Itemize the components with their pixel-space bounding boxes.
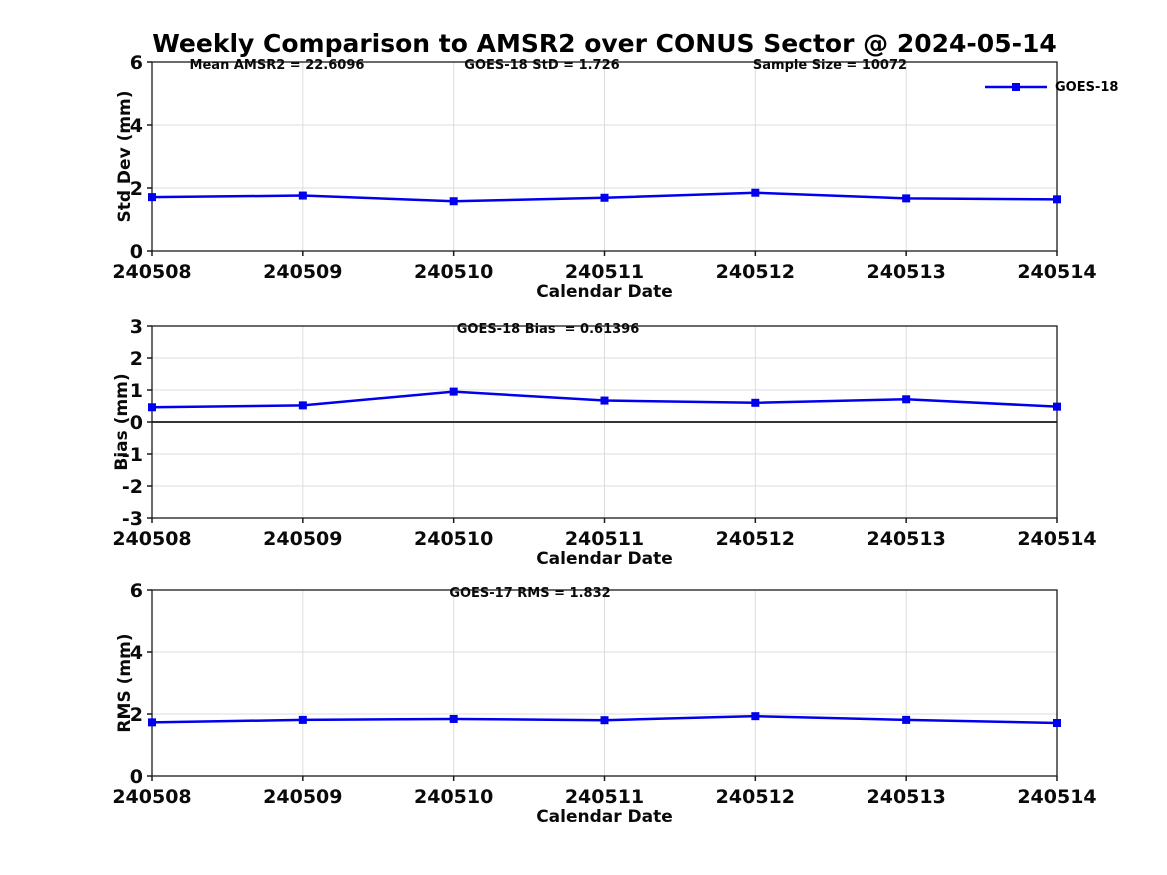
data-point-marker	[902, 715, 911, 724]
x-tick-label: 240511	[565, 261, 644, 283]
data-point-marker	[1053, 402, 1061, 411]
legend: GOES-18	[983, 79, 1118, 95]
x-tick-label: 240513	[867, 528, 946, 550]
y-tick-label: 1	[130, 380, 143, 402]
data-point-marker	[298, 401, 307, 410]
y-tick-label: 6	[130, 580, 143, 602]
stddev-chart-plot: 240508 240509 240510 240511 240512 240513 2405…	[112, 52, 1096, 302]
y-tick-label: -2	[122, 476, 143, 498]
page-title: Weekly Comparison to AMSR2 over CONUS Se…	[152, 29, 1057, 58]
x-tick-label: 240508	[112, 528, 191, 550]
data-point-marker	[751, 712, 760, 721]
rms-chart-plot: 240508 240509 240510 240511 240512 240513 2405…	[112, 580, 1096, 827]
data-point-marker	[751, 398, 760, 407]
y-tick-label: -3	[122, 508, 143, 530]
annotation-text: GOES-17 RMS = 1.832	[449, 586, 610, 601]
data-point-marker	[600, 193, 609, 202]
x-tick-label: 240510	[414, 261, 493, 283]
y-tick-label: 2	[130, 178, 143, 200]
x-tick-label: 240512	[716, 786, 795, 808]
y-axis-label: Bias (mm)	[112, 373, 132, 470]
annotation-text: Mean AMSR2 = 22.6096	[190, 58, 365, 73]
data-point-marker	[600, 716, 609, 725]
annotation-text: Sample Size = 10072	[753, 58, 907, 73]
data-point-marker	[298, 191, 307, 200]
data-point-marker	[298, 715, 307, 724]
x-tick-label: 240508	[112, 261, 191, 283]
y-tick-label: 4	[130, 115, 143, 137]
y-tick-label: 3	[130, 316, 143, 338]
data-point-marker	[449, 714, 458, 723]
y-tick-label: 0	[130, 412, 143, 434]
data-point-marker	[1053, 195, 1061, 204]
data-point-marker	[1053, 718, 1061, 727]
x-tick-label: 240509	[263, 528, 342, 550]
data-point-marker	[148, 403, 156, 412]
y-tick-label: -1	[122, 444, 143, 466]
x-tick-label: 240510	[414, 528, 493, 550]
bias-chart-plot: 240508 240509 240510 240511 240512 240513 2405…	[112, 316, 1097, 567]
y-tick-label: 6	[130, 52, 143, 74]
x-tick-label: 240512	[716, 528, 795, 550]
y-tick-label: 4	[130, 642, 143, 664]
legend-line-icon	[985, 83, 1047, 91]
x-axis-label: Calendar Date	[536, 807, 673, 827]
data-point-marker	[449, 197, 458, 206]
x-tick-label: 240509	[263, 261, 342, 283]
data-point-marker	[902, 194, 911, 203]
x-tick-label: 240509	[263, 786, 342, 808]
y-tick-label: 0	[130, 766, 143, 788]
data-point-marker	[148, 718, 156, 727]
x-axis-label: Calendar Date	[536, 282, 673, 302]
legend-label: GOES-18	[1055, 79, 1119, 95]
data-point-marker	[902, 395, 911, 404]
x-tick-label: 240514	[1017, 261, 1096, 283]
x-axis-label: Calendar Date	[536, 549, 673, 567]
data-point-marker	[148, 193, 156, 202]
x-tick-label: 240513	[867, 786, 946, 808]
x-tick-label: 240511	[565, 786, 644, 808]
x-tick-label: 240514	[1017, 528, 1096, 550]
y-tick-label: 2	[130, 348, 143, 370]
data-point-marker	[751, 188, 760, 197]
x-tick-label: 240513	[867, 261, 946, 283]
x-tick-label: 240511	[565, 528, 644, 550]
annotation-text: GOES-18 Bias = 0.61396	[457, 322, 640, 337]
data-point-marker	[600, 396, 609, 405]
x-tick-label: 240514	[1017, 786, 1096, 808]
annotation-text: GOES-18 StD = 1.726	[464, 58, 619, 73]
x-tick-label: 240510	[414, 786, 493, 808]
x-tick-label: 240512	[716, 261, 795, 283]
y-axis-label: RMS (mm)	[115, 633, 135, 732]
data-point-marker	[449, 387, 458, 396]
y-axis-label: Std Dev (mm)	[115, 90, 135, 222]
y-tick-label: 0	[130, 241, 143, 263]
y-tick-label: 2	[130, 704, 143, 726]
x-tick-label: 240508	[112, 786, 191, 808]
